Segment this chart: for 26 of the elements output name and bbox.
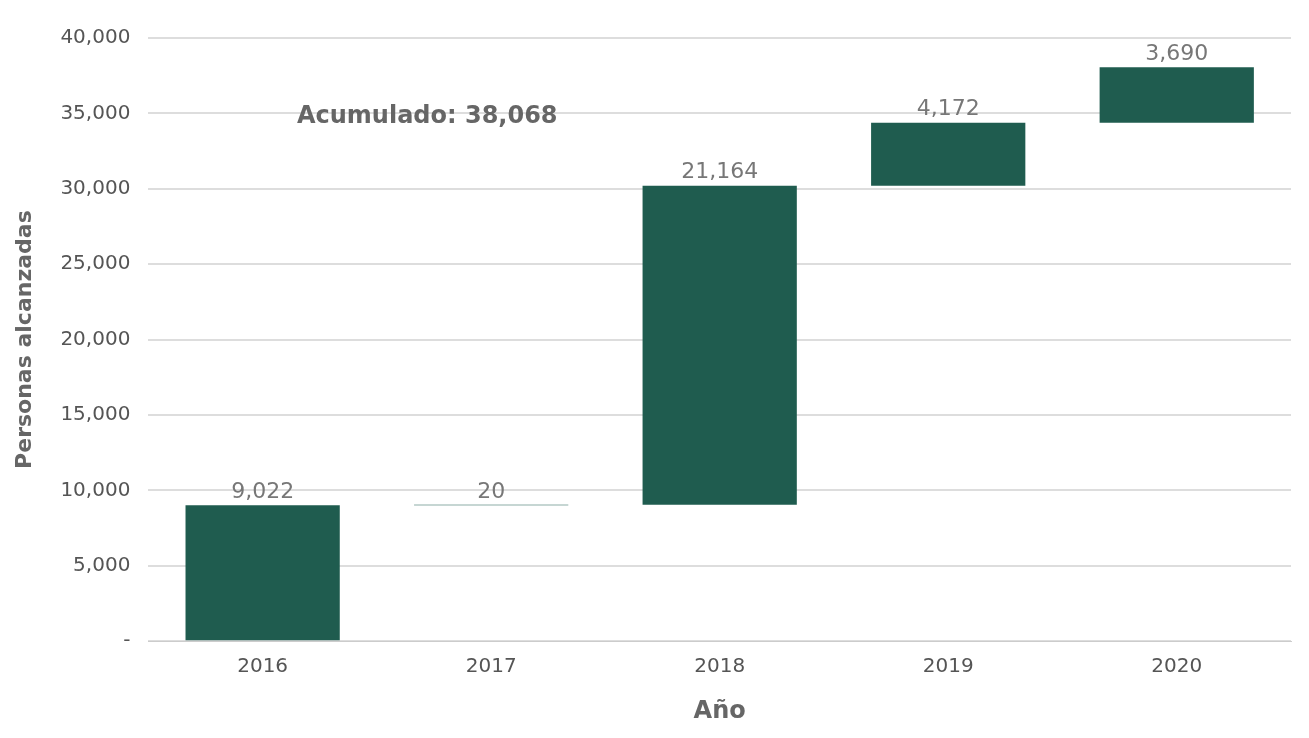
data-label: 4,172 (916, 95, 980, 121)
y-axis-title: Personas alcanzadas (10, 210, 36, 469)
annotation: Acumulado: 38,068 (296, 100, 558, 129)
data-label: 21,164 (681, 158, 759, 184)
y-tick-label: - (123, 627, 131, 652)
y-tick-label: 35,000 (60, 99, 131, 124)
bar (185, 505, 340, 641)
data-label: 9,022 (231, 477, 295, 503)
y-tick-label: 30,000 (60, 175, 131, 199)
y-tick-label: 20,000 (60, 325, 131, 350)
x-tick-label: 2016 (237, 653, 289, 678)
x-tick-label: 2017 (465, 653, 517, 678)
x-axis-title: Año (693, 695, 746, 724)
x-tick-label: 2018 (694, 653, 746, 678)
y-tick-label: 15,000 (60, 401, 131, 426)
x-tick-label: 2019 (922, 653, 974, 678)
data-label: 20 (477, 477, 506, 503)
y-tick-label: 25,000 (60, 250, 131, 275)
bar (642, 185, 797, 505)
y-tick-label: 10,000 (60, 476, 131, 501)
data-label: 3,690 (1145, 39, 1209, 65)
bar (871, 122, 1026, 186)
bar (1099, 67, 1254, 123)
y-tick-label: 40,000 (60, 24, 131, 49)
y-tick-label: 5,000 (73, 552, 131, 576)
x-tick-label: 2020 (1151, 653, 1203, 678)
